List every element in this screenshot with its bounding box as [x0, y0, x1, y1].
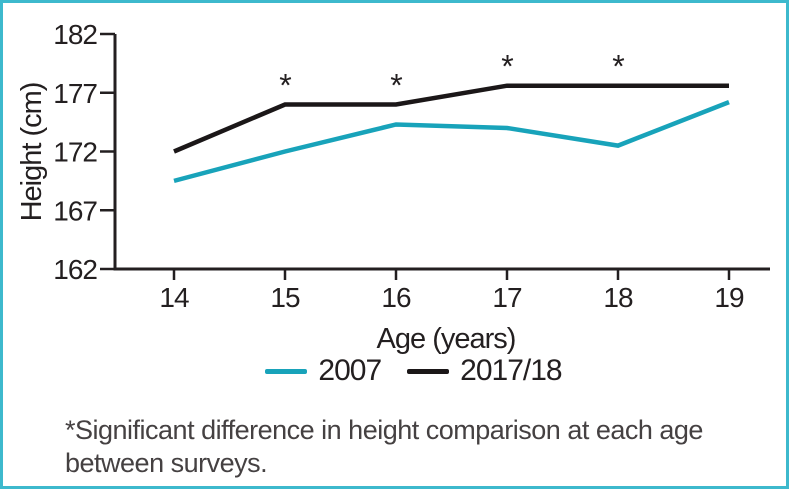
chart-legend: 2007 2017/18 [19, 354, 786, 388]
x-tick-label: 19 [714, 282, 744, 313]
plot-area: 162 167 172 177 182 14 15 16 17 18 19 * * * * [53, 19, 770, 313]
y-tick-label: 167 [53, 195, 97, 226]
series-line-2007 [173, 100, 730, 184]
x-axis-title: Age (years) [377, 323, 516, 355]
significance-asterisk: * [612, 49, 624, 85]
series-line-2017-18 [173, 83, 729, 154]
y-axis-title: Height (cm) [16, 83, 48, 222]
legend-item-2007: 2007 [265, 354, 382, 388]
significance-asterisk: * [390, 68, 402, 104]
chart-footnote: *Significant difference in height compar… [65, 415, 703, 479]
x-tick-label: 16 [381, 282, 411, 313]
legend-swatch-2017-18 [407, 368, 450, 374]
y-tick-label: 162 [53, 254, 97, 285]
legend-label-2017-18: 2017/18 [460, 354, 562, 387]
x-tick-label: 15 [270, 282, 300, 313]
x-tick-label: 14 [159, 282, 189, 313]
legend-item-2017-18: 2017/18 [407, 354, 563, 388]
legend-label-2007: 2007 [318, 354, 382, 387]
significance-asterisk: * [279, 68, 291, 104]
legend-swatch-2007 [265, 368, 308, 374]
y-tick-label: 177 [53, 78, 97, 109]
y-tick-label: 172 [53, 137, 97, 168]
significance-asterisk: * [501, 49, 513, 85]
y-tick-label: 182 [53, 19, 97, 50]
x-tick-label: 17 [492, 282, 522, 313]
line-chart: Height (cm) Age (years) 1621671721771821… [16, 19, 770, 355]
x-tick-label: 18 [603, 282, 633, 313]
